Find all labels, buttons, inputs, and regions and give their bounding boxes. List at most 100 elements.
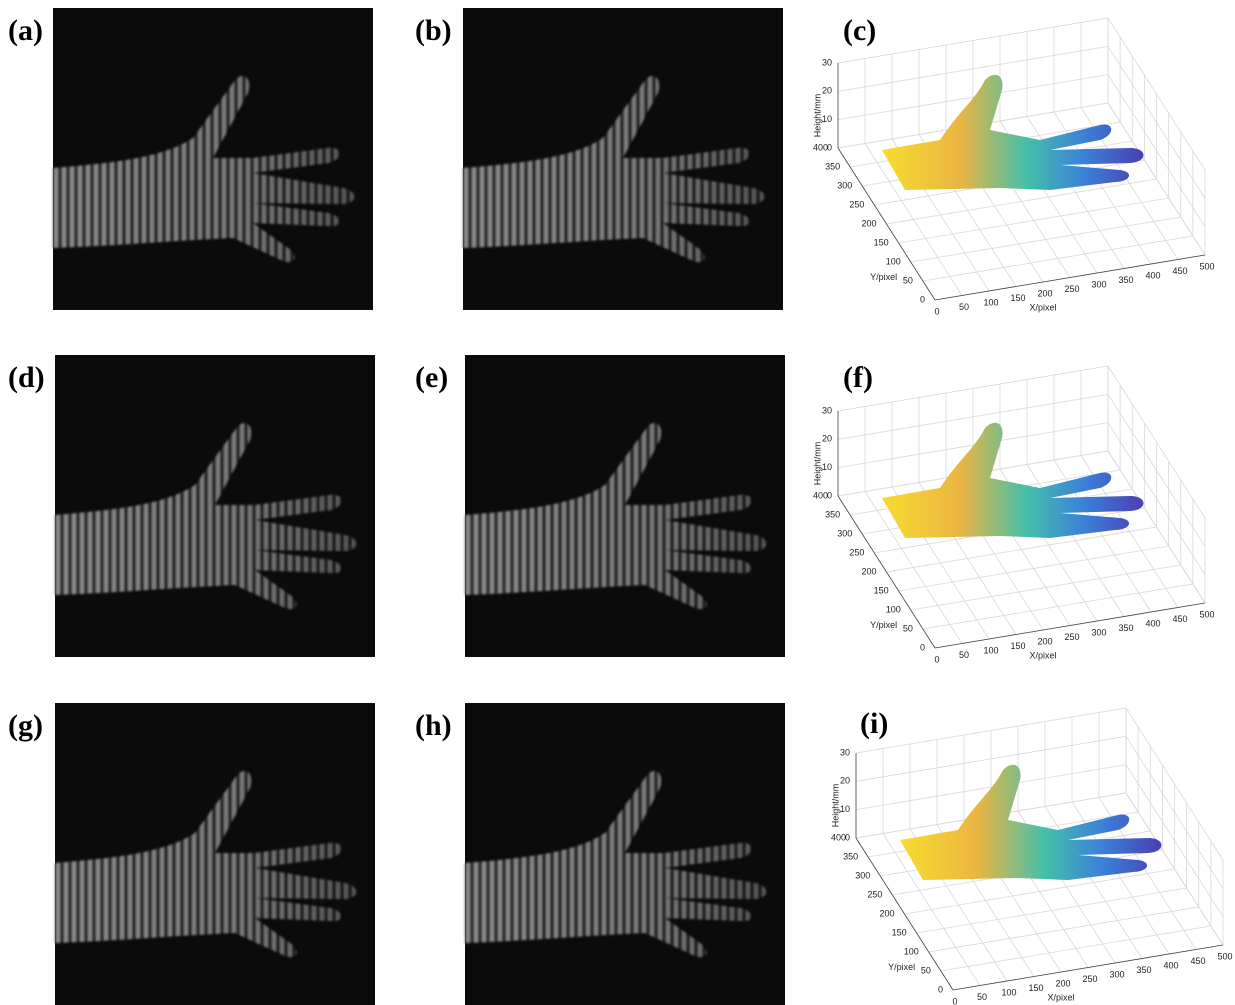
grid-line [1107,102,1206,256]
z-tick-label: 10 [822,462,832,472]
z-axis-title: Height/mm [812,94,822,138]
x-tick-label: 350 [1118,275,1133,285]
panel-label: (f) [843,361,873,394]
x-tick-label: 500 [1217,951,1232,961]
z-tick-label: 0 [827,142,832,152]
axis-line [952,944,1224,991]
fringe-image [463,8,783,310]
y-tick-label: 250 [849,547,864,557]
grid-line [855,764,1127,811]
y-tick-label: 200 [861,566,876,576]
panel-label: (h) [415,709,452,742]
x-tick-label: 150 [1028,983,1043,993]
x-axis-title: X/pixel [1047,992,1074,1002]
fringe-image [465,703,785,1005]
plot-3d: 0 50 100 150 200 250 300 350 400 450 5000501001502… [830,707,1233,1005]
x-axis-title: X/pixel [1029,650,1056,660]
z-axis-title: Height/mm [812,442,822,486]
x-tick-label: 350 [1118,623,1133,633]
x-tick-label: 50 [977,992,987,1002]
grid-line [886,178,1157,225]
x-tick-label: 50 [959,650,969,660]
grid-line [855,735,1127,782]
y-tick-label: 300 [855,870,870,880]
x-tick-label: 200 [1037,636,1052,646]
z-tick-label: 20 [822,434,832,444]
x-axis-title: X/pixel [1029,302,1056,312]
axis-line [837,495,936,649]
grid-line [1107,74,1206,227]
y-tick-label: 400 [813,142,828,152]
y-tick-label: 100 [886,256,901,266]
x-tick-label: 300 [1091,279,1106,289]
x-tick-label: 150 [1010,641,1025,651]
x-tick-label: 50 [959,302,969,312]
plot-3d: 0 50 100 150 200 250 300 350 400 450 5000501001502… [812,365,1215,664]
grid-line [898,545,1169,592]
y-tick-label: 50 [903,623,913,633]
axis-line [837,147,936,301]
x-tick-label: 400 [1145,618,1160,628]
x-tick-label: 200 [1055,978,1070,988]
z-tick-label: 0 [845,832,850,842]
z-tick-label: 0 [827,490,832,500]
axis-line [855,837,954,991]
x-tick-label: 100 [1001,987,1016,997]
y-tick-label: 200 [861,218,876,228]
grid-line [1107,422,1206,575]
grid-line [922,583,1193,630]
grid-line [904,868,1175,915]
height-surface [882,74,1144,190]
x-tick-label: 300 [1109,969,1124,979]
x-tick-label: 500 [1199,609,1214,619]
grid-line [1107,17,1206,171]
y-tick-label: 350 [825,509,840,519]
grid-line [922,235,1193,282]
height-surface [900,764,1162,880]
y-tick-label: 150 [874,237,889,247]
y-tick-label: 100 [886,604,901,614]
x-tick-label: 100 [983,297,998,307]
x-tick-label: 450 [1190,956,1205,966]
x-tick-label: 450 [1172,614,1187,624]
y-axis-title: Y/pixel [870,620,897,630]
grid-line [1107,46,1206,199]
x-tick-label: 350 [1136,965,1151,975]
axis-line [934,254,1206,301]
y-tick-label: 50 [903,275,913,285]
y-tick-label: 200 [879,908,894,918]
grid-line [1125,736,1224,889]
panel-label: (d) [8,361,45,394]
x-tick-label: 400 [1145,270,1160,280]
fringe-image [55,703,375,1005]
y-tick-label: 350 [843,851,858,861]
y-tick-label: 300 [837,528,852,538]
y-tick-label: 0 [938,984,943,994]
grid-line [898,197,1169,244]
x-tick-label: 450 [1172,266,1187,276]
x-tick-label: 250 [1082,974,1097,984]
x-tick-label: 100 [983,645,998,655]
grid-line [1125,792,1224,946]
grid-line [940,925,1211,972]
z-tick-label: 30 [840,747,850,757]
y-axis-title: Y/pixel [870,272,897,282]
grid-line [855,707,1127,754]
y-axis-title: Y/pixel [888,962,915,972]
grid-line [837,45,1109,92]
plot-3d: 0 50 100 150 200 250 300 350 400 450 5000501001502… [812,17,1215,316]
grid-line [910,564,1181,611]
x-tick-label: 200 [1037,288,1052,298]
z-tick-label: 10 [822,114,832,124]
grid-line [928,906,1199,953]
y-tick-label: 150 [874,585,889,595]
grid-line [1107,365,1206,519]
y-tick-label: 400 [831,832,846,842]
grid-line [910,216,1181,263]
grid-line [837,365,1109,412]
x-tick-label: 500 [1199,261,1214,271]
panel-label: (b) [415,14,452,47]
panel-label: (g) [8,709,43,742]
y-tick-label: 100 [904,946,919,956]
